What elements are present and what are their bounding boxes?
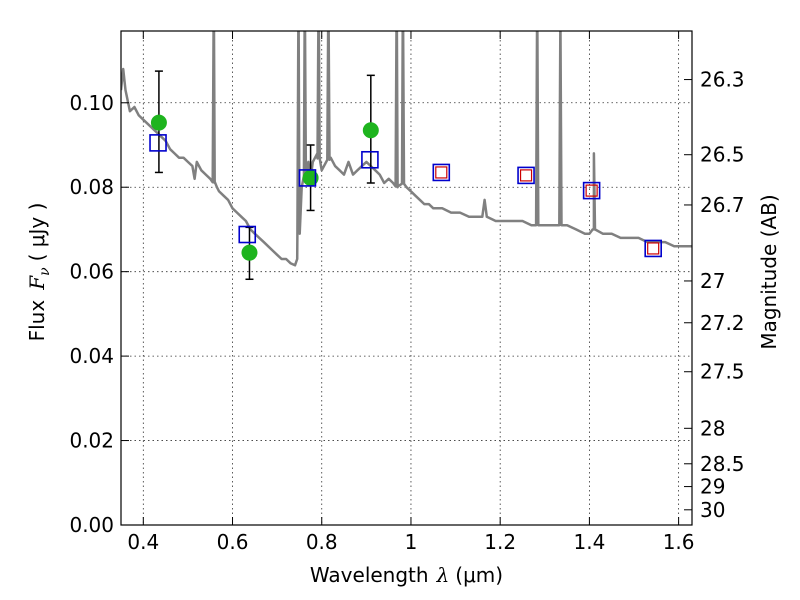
x-tick-label: 1	[405, 530, 418, 554]
y-axis-label-unit: ( μJy )	[25, 203, 49, 262]
y2-tick-label: 27	[700, 269, 725, 293]
model-square-red	[585, 184, 598, 197]
model-square-blue	[517, 166, 535, 185]
grid-lines	[121, 31, 692, 526]
y2-tick-label: 26.3	[700, 68, 745, 92]
x-axis-label-text: Wavelength	[310, 563, 429, 587]
plot-area	[121, 31, 692, 281]
observed-point-group	[362, 74, 379, 184]
y-axis-label-text: Flux	[25, 300, 49, 342]
model-square-blue	[238, 225, 257, 244]
y2-tick-label: 30	[700, 498, 725, 522]
y2-tick-label: 26.7	[700, 193, 745, 217]
x-axis-ticks: 0.4 0.6 0.8 1 1.2 1.4 1.6	[127, 31, 695, 554]
model-square-blue	[298, 169, 317, 187]
model-square-blue	[432, 163, 451, 182]
observed-point-group	[302, 144, 319, 212]
model-square-red	[519, 169, 533, 182]
observed-point-group	[150, 70, 167, 174]
model-square-blue	[582, 181, 601, 200]
observed-point	[241, 244, 258, 261]
x-tick-label: 1.6	[663, 530, 695, 554]
model-square-blue	[149, 134, 167, 152]
y2-tick-label: 29	[700, 475, 725, 499]
x-tick-label: 0.4	[127, 530, 159, 554]
spectrum-line	[121, 31, 692, 267]
y2-axis-label: Magnitude (AB)	[757, 194, 781, 349]
x-tick-label: 0.8	[306, 530, 338, 554]
y2-tick-label: 28	[700, 416, 725, 440]
y2-tick-label: 26.5	[700, 143, 745, 167]
y-axis-label-symbol: F	[25, 275, 49, 291]
x-axis-label-symbol: λ	[436, 563, 450, 587]
x-axis-label: Wavelength λ (μm)	[310, 563, 503, 587]
observed-point	[150, 114, 167, 131]
y-tick-label: 0.08	[69, 175, 114, 199]
y-tick-label: 0.06	[69, 260, 114, 284]
y2-tick-label: 27.5	[700, 360, 745, 384]
y-tick-label: 0.00	[69, 513, 114, 537]
plot-frame	[120, 30, 693, 526]
y-axis-label: Flux Fν ( μJy )	[25, 203, 53, 342]
y-tick-label: 0.04	[69, 344, 114, 368]
x-tick-label: 1.4	[573, 530, 605, 554]
x-axis-label-unit: (μm)	[455, 563, 503, 587]
y-axis-ticks: 0.00 0.02 0.04 0.06 0.08 0.10	[69, 91, 129, 537]
y-tick-label: 0.10	[69, 91, 114, 115]
observed-point	[362, 122, 379, 139]
x-tick-label: 0.6	[217, 530, 249, 554]
observed-point-group	[241, 226, 258, 281]
y-tick-label: 0.02	[69, 429, 114, 453]
model-square-red	[435, 166, 448, 179]
y2-tick-label: 28.5	[700, 452, 745, 476]
y-axis-label-subscript: ν	[37, 267, 53, 276]
y2-tick-label: 27.2	[700, 311, 745, 335]
x-tick-label: 1.2	[484, 530, 516, 554]
model-square-blue	[644, 239, 662, 258]
model-square-blue	[361, 150, 379, 169]
model-square-red	[647, 242, 660, 255]
